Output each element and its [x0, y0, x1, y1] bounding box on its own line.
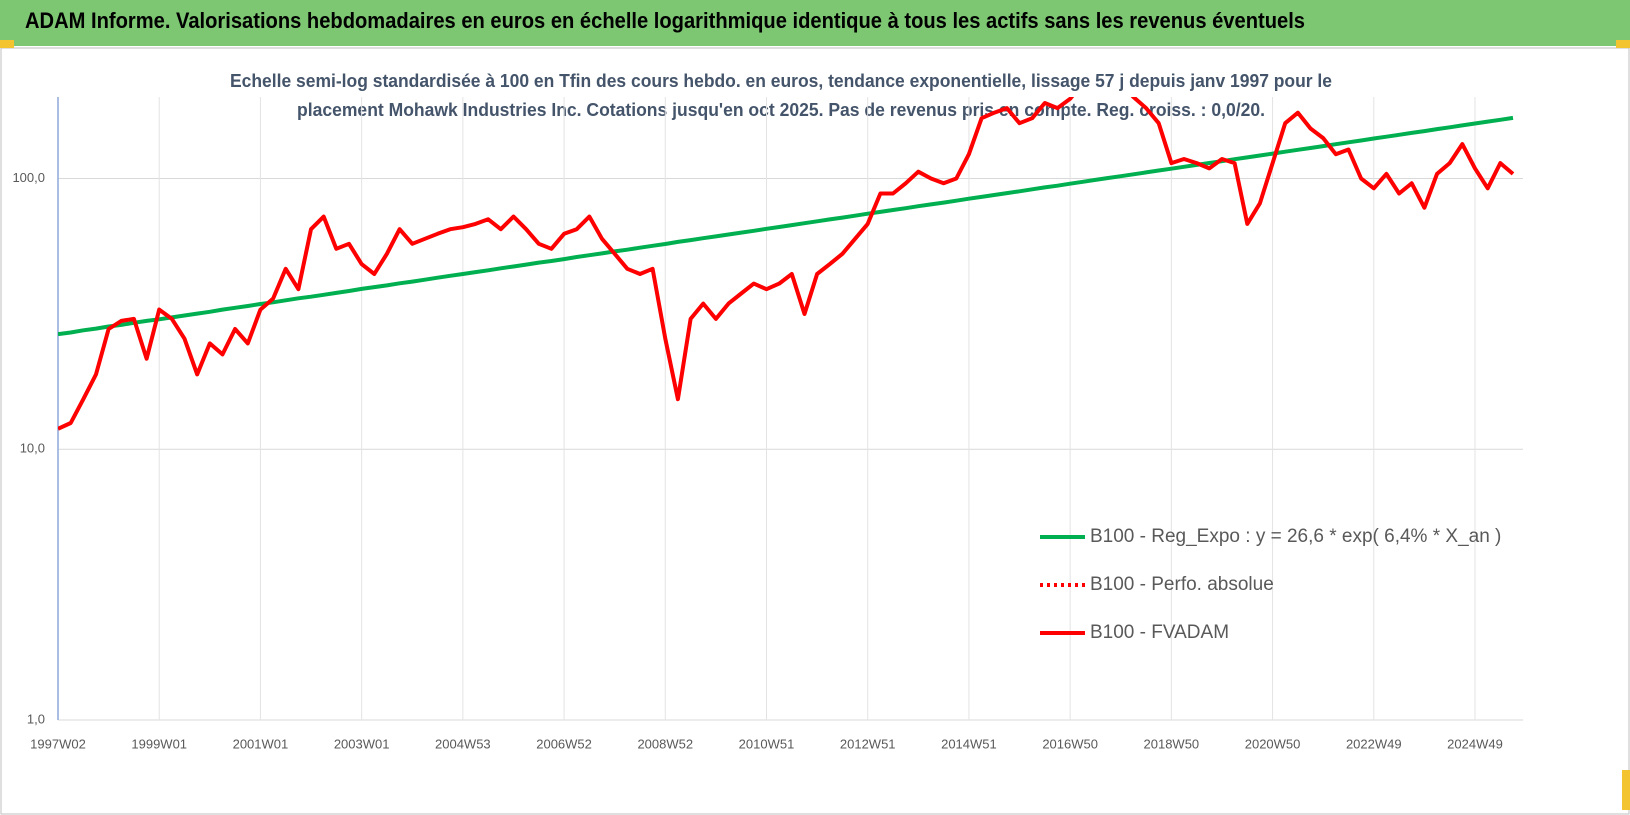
- x-tick-label: 2003W01: [334, 736, 390, 751]
- x-tick-label: 2016W50: [1042, 736, 1098, 751]
- chart-subtitle: placement Mohawk Industries Inc. Cotatio…: [297, 100, 1265, 120]
- y-tick-label: 1,0: [27, 711, 45, 726]
- series-line: [58, 97, 1515, 431]
- x-tick-label: 2001W01: [233, 736, 289, 751]
- chart-frame: [0, 47, 1630, 815]
- legend-label: B100 - Perfo. absolue: [1090, 574, 1274, 595]
- y-tick-label: 10,0: [20, 441, 45, 456]
- page-title: ADAM Informe. Valorisations hebdomadaire…: [25, 8, 1305, 33]
- chart-subtitle: Echelle semi-log standardisée à 100 en T…: [230, 71, 1332, 91]
- x-tick-label: 2024W49: [1447, 736, 1503, 751]
- x-tick-label: 1997W02: [30, 736, 86, 751]
- x-tick-label: 2022W49: [1346, 736, 1402, 751]
- legend-label: B100 - FVADAM: [1090, 622, 1229, 643]
- x-tick-label: 2014W51: [941, 736, 997, 751]
- x-tick-label: 1999W01: [131, 736, 187, 751]
- y-tick-label: 100,0: [12, 170, 45, 185]
- corner: [1616, 40, 1630, 48]
- legend-label: B100 - Reg_Expo : y = 26,6 * exp( 6,4% *…: [1090, 526, 1501, 547]
- x-tick-label: 2010W51: [739, 736, 795, 751]
- x-tick-label: 2012W51: [840, 736, 896, 751]
- header-band: [0, 0, 1630, 46]
- x-tick-label: 2020W50: [1245, 736, 1301, 751]
- x-tick-label: 2006W52: [536, 736, 592, 751]
- series-line: [58, 115, 1514, 337]
- corner: [1622, 770, 1630, 810]
- x-tick-label: 2018W50: [1144, 736, 1200, 751]
- x-tick-label: 2004W53: [435, 736, 491, 751]
- corner: [0, 40, 14, 48]
- x-tick-label: 2008W52: [637, 736, 693, 751]
